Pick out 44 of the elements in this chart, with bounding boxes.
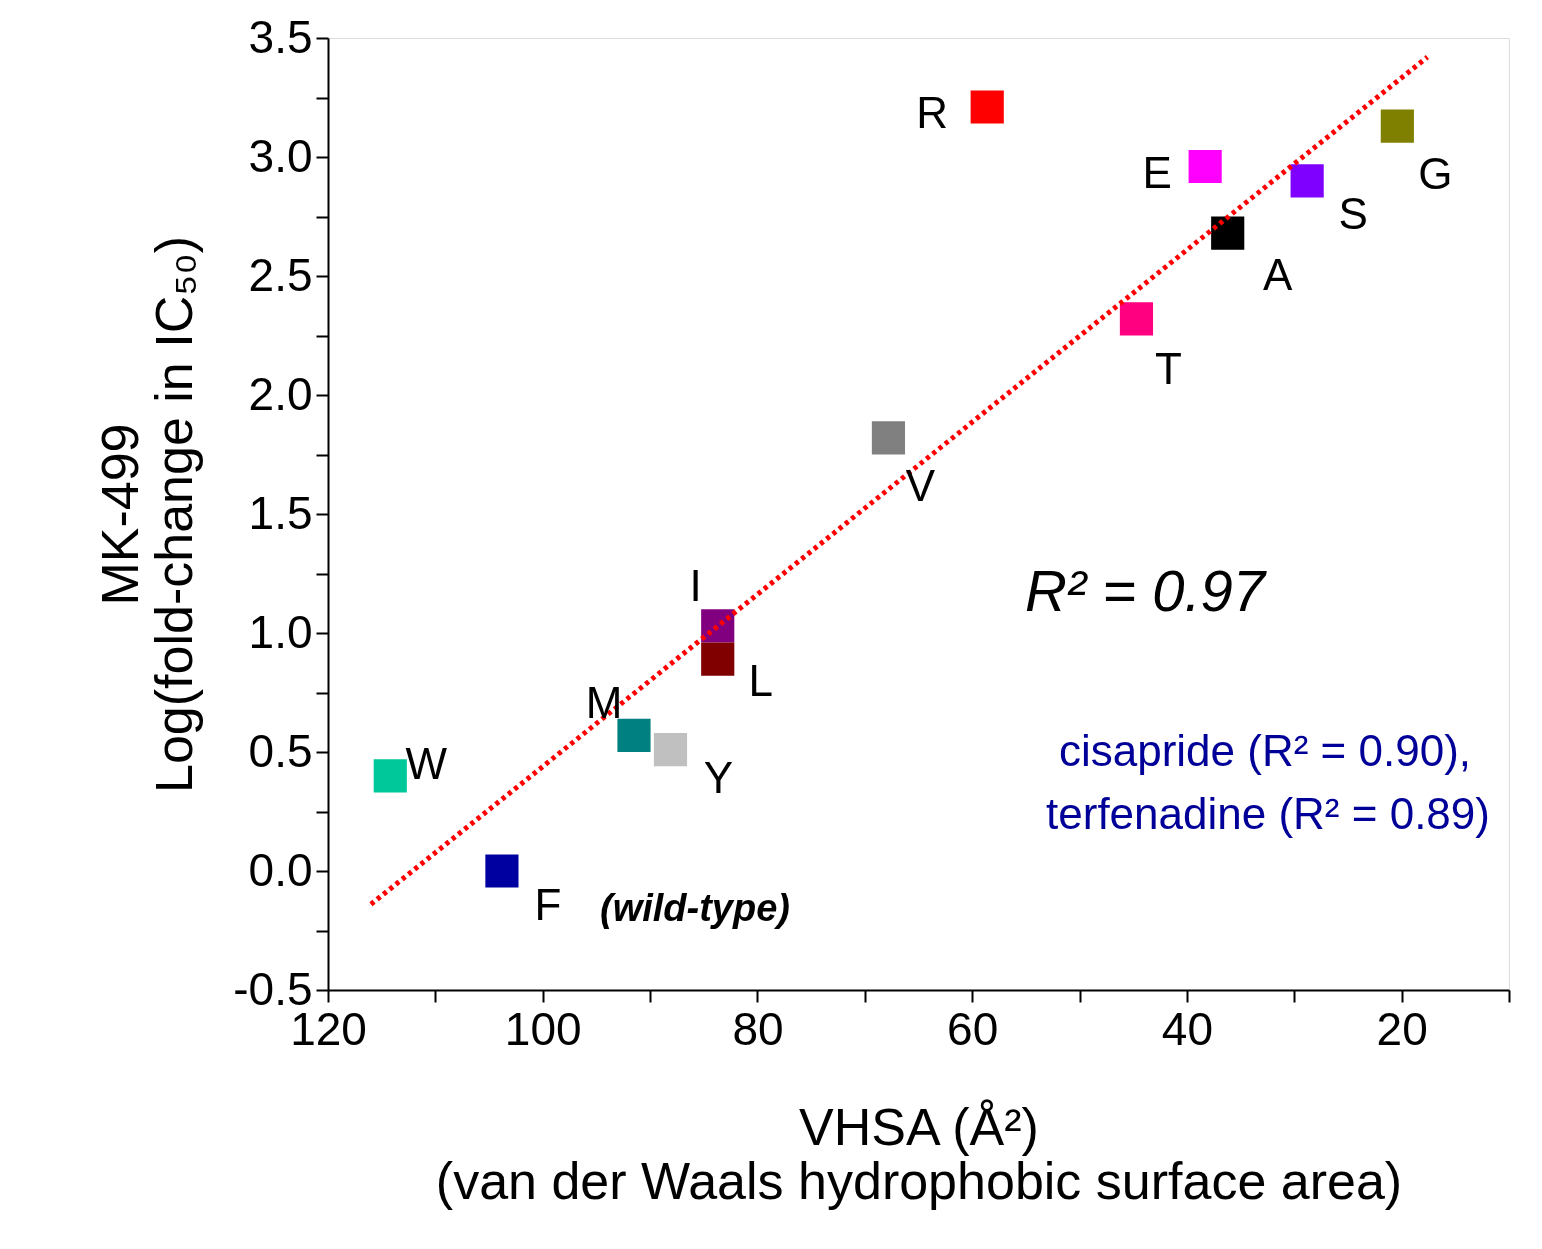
point bbox=[701, 642, 735, 676]
point bbox=[1211, 216, 1245, 250]
annotation: L bbox=[748, 656, 773, 706]
point bbox=[1188, 149, 1222, 184]
x-tick-label: 60 bbox=[947, 1002, 999, 1055]
y-tick-label: 0.0 bbox=[248, 843, 313, 896]
y-tick-label: 2.0 bbox=[248, 367, 313, 420]
y-tick-label: 0.5 bbox=[248, 724, 313, 777]
point bbox=[970, 90, 1004, 124]
y-tick-label: 3.0 bbox=[248, 129, 313, 182]
point bbox=[1119, 302, 1154, 336]
point bbox=[871, 421, 906, 455]
annotation: A bbox=[1263, 250, 1294, 300]
annotation: Y bbox=[703, 752, 734, 802]
y-tick-label: 3.5 bbox=[248, 10, 313, 63]
x-tick-label: 100 bbox=[504, 1002, 582, 1055]
x-tick-label: 20 bbox=[1376, 1002, 1428, 1055]
annotation: V bbox=[905, 460, 936, 510]
point bbox=[653, 733, 688, 767]
y-tick-label: 1.0 bbox=[248, 605, 313, 658]
annotation: W bbox=[405, 738, 448, 788]
annotation: M bbox=[585, 678, 623, 728]
x-axis-title: VHSA (Å²) (van der Waals hydrophobic surface area) bbox=[435, 1097, 1403, 1210]
annotation: F bbox=[534, 880, 562, 929]
x-tick-label: 40 bbox=[1161, 1002, 1213, 1055]
x-tick-label: 80 bbox=[732, 1002, 784, 1055]
point bbox=[1380, 109, 1414, 143]
point bbox=[373, 759, 407, 793]
point bbox=[617, 718, 651, 752]
y-tick-label: 2.5 bbox=[248, 248, 313, 301]
annotation: S bbox=[1338, 188, 1368, 238]
annotation: E bbox=[1142, 147, 1172, 197]
annotation: I bbox=[689, 560, 702, 610]
annotation: G bbox=[1418, 149, 1453, 199]
annotation: R bbox=[916, 88, 949, 138]
annotation: R² = 0.97 bbox=[1024, 558, 1268, 623]
annotation: (wild-type) bbox=[600, 887, 790, 929]
annotation: T bbox=[1155, 343, 1182, 393]
point bbox=[1290, 164, 1324, 198]
annotation: cisapride (R² = 0.90), bbox=[1058, 726, 1472, 775]
y-tick-label: 1.5 bbox=[248, 486, 313, 539]
point bbox=[485, 854, 519, 888]
y-axis-title: MK-499 Log(fold-change in IC₅₀) bbox=[91, 235, 204, 794]
annotation: terfenadine (R² = 0.89) bbox=[1046, 789, 1490, 838]
